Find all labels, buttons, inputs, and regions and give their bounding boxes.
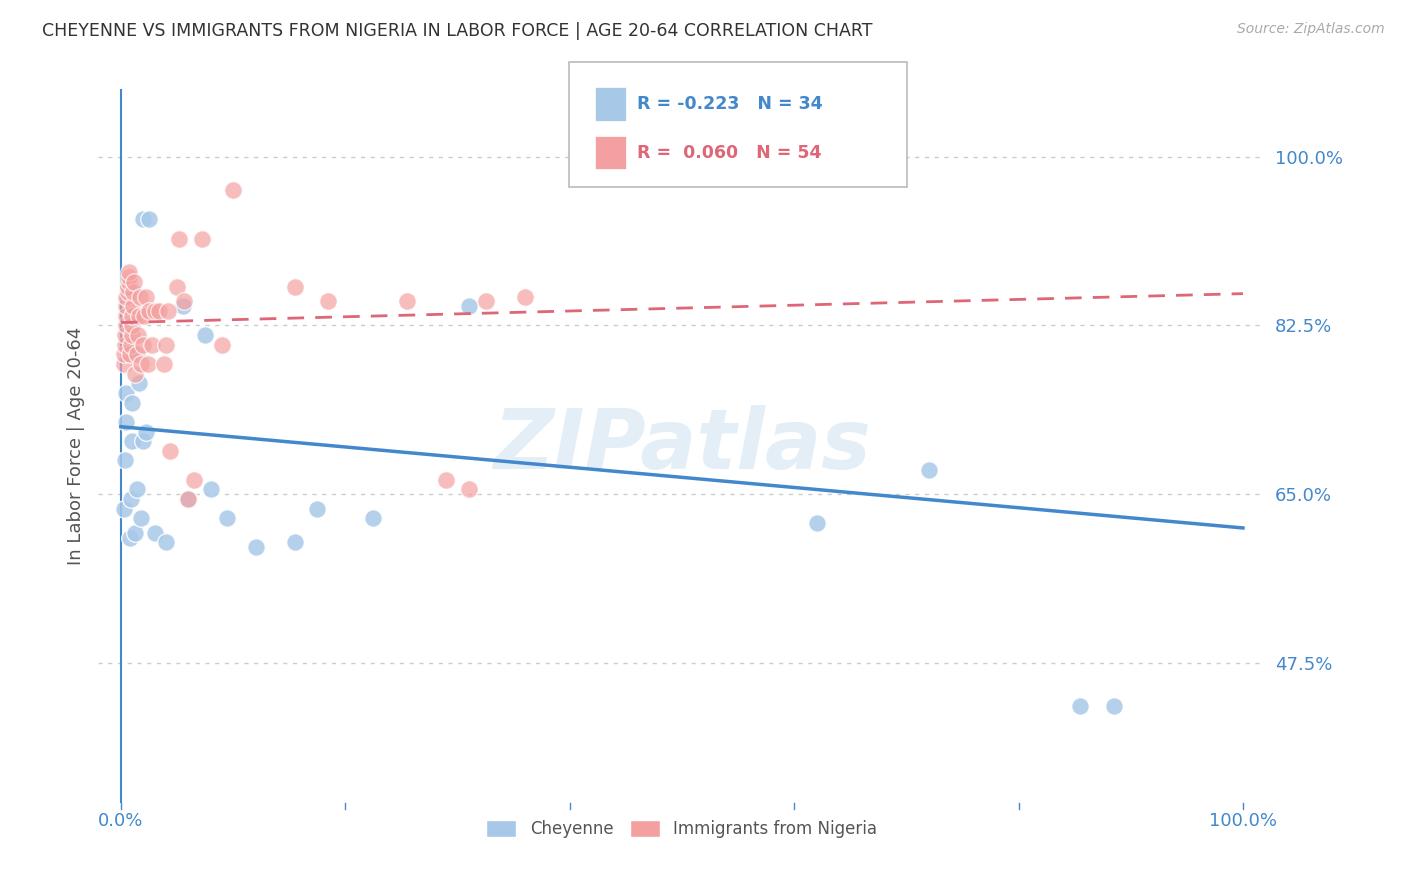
Point <box>457 483 479 497</box>
Point <box>135 289 157 303</box>
Point <box>124 313 146 327</box>
Point <box>136 357 159 371</box>
Point <box>112 501 135 516</box>
Point <box>118 275 141 289</box>
Point <box>194 328 217 343</box>
Point <box>114 328 136 343</box>
Point <box>1102 699 1125 714</box>
Point <box>124 367 146 381</box>
Point <box>217 511 239 525</box>
Point <box>115 299 138 313</box>
Point <box>183 473 205 487</box>
Point <box>806 516 828 530</box>
Point <box>307 501 329 516</box>
Point <box>211 337 233 351</box>
Point <box>117 285 139 299</box>
Text: Source: ZipAtlas.com: Source: ZipAtlas.com <box>1237 22 1385 37</box>
Point <box>115 289 138 303</box>
Point <box>918 463 941 477</box>
Point <box>128 309 150 323</box>
Point <box>120 337 142 351</box>
Point <box>121 395 143 409</box>
Point <box>138 212 160 227</box>
Point <box>129 357 152 371</box>
Point <box>395 294 418 309</box>
Point <box>152 357 174 371</box>
Text: ZIPatlas: ZIPatlas <box>494 406 870 486</box>
Point <box>245 541 267 555</box>
Legend: Cheyenne, Immigrants from Nigeria: Cheyenne, Immigrants from Nigeria <box>479 813 884 845</box>
Point <box>167 232 190 246</box>
Text: R = -0.223   N = 34: R = -0.223 N = 34 <box>637 95 823 113</box>
Point <box>132 212 155 227</box>
Point <box>134 309 156 323</box>
Point <box>138 304 160 318</box>
Point <box>115 386 138 401</box>
Point <box>127 328 149 343</box>
Point <box>121 328 143 343</box>
Point <box>124 525 146 540</box>
Point <box>141 337 163 351</box>
Point <box>112 347 135 361</box>
Point <box>155 535 177 549</box>
Point <box>115 318 138 333</box>
Point <box>132 337 155 351</box>
Point <box>155 337 177 351</box>
Point <box>129 511 152 525</box>
Point <box>177 491 200 506</box>
Point <box>118 270 141 285</box>
Point <box>434 473 457 487</box>
Point <box>148 304 170 318</box>
Point <box>118 265 141 279</box>
Point <box>132 434 155 449</box>
Point <box>121 434 143 449</box>
Point <box>363 511 385 525</box>
Point <box>190 232 212 246</box>
Point <box>513 289 536 303</box>
Point <box>143 525 166 540</box>
Point <box>318 294 340 309</box>
Point <box>122 299 145 313</box>
Point <box>284 535 307 549</box>
Point <box>125 483 148 497</box>
Text: 0.0%: 0.0% <box>98 813 143 830</box>
Point <box>474 294 496 309</box>
Point <box>115 309 138 323</box>
Point <box>177 491 200 506</box>
Point <box>118 531 141 545</box>
Y-axis label: In Labor Force | Age 20-64: In Labor Force | Age 20-64 <box>66 326 84 566</box>
Point <box>120 491 142 506</box>
Point <box>200 483 222 497</box>
Point <box>121 318 143 333</box>
Point <box>143 304 166 318</box>
Point <box>125 347 148 361</box>
Point <box>457 299 479 313</box>
Text: R =  0.060   N = 54: R = 0.060 N = 54 <box>637 144 821 161</box>
Point <box>114 453 136 467</box>
Point <box>117 280 139 294</box>
Point <box>1069 699 1091 714</box>
Point <box>159 443 181 458</box>
Point <box>122 285 145 299</box>
Point <box>124 275 146 289</box>
Point <box>115 415 138 429</box>
Point <box>114 337 136 351</box>
Point <box>135 425 157 439</box>
Point <box>284 280 307 294</box>
Point <box>129 289 152 303</box>
Point <box>173 294 195 309</box>
Point <box>128 376 150 391</box>
Point <box>121 309 143 323</box>
Text: 100.0%: 100.0% <box>1209 813 1277 830</box>
Text: CHEYENNE VS IMMIGRANTS FROM NIGERIA IN LABOR FORCE | AGE 20-64 CORRELATION CHART: CHEYENNE VS IMMIGRANTS FROM NIGERIA IN L… <box>42 22 873 40</box>
Point <box>222 184 245 198</box>
Point <box>172 299 194 313</box>
Point <box>112 357 135 371</box>
Point <box>117 347 139 361</box>
Point <box>118 347 141 361</box>
Point <box>156 304 179 318</box>
Point <box>166 280 188 294</box>
